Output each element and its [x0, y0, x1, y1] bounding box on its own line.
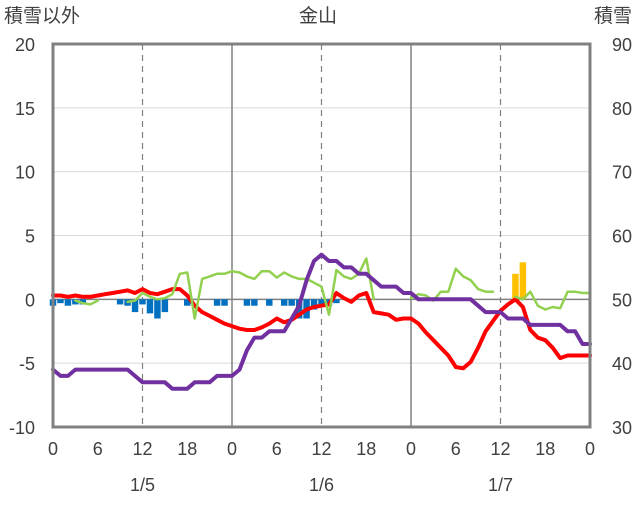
left-tick-label: 0: [25, 290, 35, 310]
date-label: 1/7: [488, 475, 513, 495]
bar: [243, 299, 251, 306]
left-tick-label: 20: [15, 35, 35, 55]
bar: [213, 299, 221, 306]
bar: [116, 299, 124, 305]
right-tick-label: 50: [612, 290, 632, 310]
left-tick-label: 15: [15, 99, 35, 119]
bar: [318, 299, 325, 307]
chart-title: 金山: [299, 5, 337, 27]
x-tick-label: 0: [48, 439, 58, 459]
right-tick-label: 30: [612, 418, 632, 438]
bar: [251, 299, 258, 306]
bar: [519, 262, 527, 300]
x-tick-label: 6: [451, 439, 461, 459]
left-tick-label: 10: [15, 163, 35, 183]
right-tick-label: 40: [612, 354, 632, 374]
bar: [64, 299, 72, 306]
right-tick-label: 80: [612, 99, 632, 119]
bar: [266, 299, 273, 306]
right-axis-title: 積雪: [594, 5, 632, 27]
x-tick-label: 18: [177, 439, 197, 459]
bar: [512, 273, 519, 300]
left-tick-label: -10: [9, 418, 35, 438]
bar: [310, 299, 318, 310]
date-label: 1/6: [309, 475, 334, 495]
bar: [184, 299, 191, 306]
left-tick-label: 5: [25, 227, 35, 247]
bar: [79, 299, 87, 305]
bar: [154, 299, 161, 319]
x-tick-label: 6: [272, 439, 282, 459]
bar: [146, 299, 154, 314]
right-axis-ticks: 90 80 70 60 50 40 30: [612, 35, 632, 438]
x-tick-label: 0: [585, 439, 595, 459]
series-line-2: [51, 252, 592, 391]
series-lines: [51, 252, 592, 391]
x-axis-ticks: 0 6 12 18 0 6 12 18 0 6 12 18 0: [48, 439, 595, 459]
x-tick-label: 18: [535, 439, 555, 459]
x-tick-label: 18: [356, 439, 376, 459]
x-tick-label: 6: [93, 439, 103, 459]
date-label: 1/5: [130, 475, 155, 495]
x-tick-label: 0: [406, 439, 416, 459]
plot-frame: [51, 42, 592, 429]
left-axis-title: 積雪以外: [4, 5, 80, 27]
x-tick-label: 12: [132, 439, 152, 459]
left-axis-ticks: 20 15 10 5 0 -5 -10: [9, 35, 35, 438]
grid: [53, 43, 590, 428]
bar: [288, 299, 295, 306]
series-line-1: [74, 257, 592, 320]
bar: [131, 299, 139, 313]
bar: [333, 299, 340, 304]
bar: [161, 299, 169, 313]
x-tick-label: 12: [311, 439, 331, 459]
right-tick-label: 60: [612, 227, 632, 247]
bar: [57, 299, 64, 304]
right-tick-label: 90: [612, 35, 632, 55]
date-labels: 1/5 1/6 1/7: [130, 475, 513, 495]
bar: [280, 299, 288, 306]
x-tick-label: 12: [490, 439, 510, 459]
bar: [139, 299, 146, 305]
right-tick-label: 70: [612, 163, 632, 183]
left-tick-label: -5: [19, 354, 35, 374]
x-tick-label: 0: [227, 439, 237, 459]
bar: [221, 299, 228, 306]
